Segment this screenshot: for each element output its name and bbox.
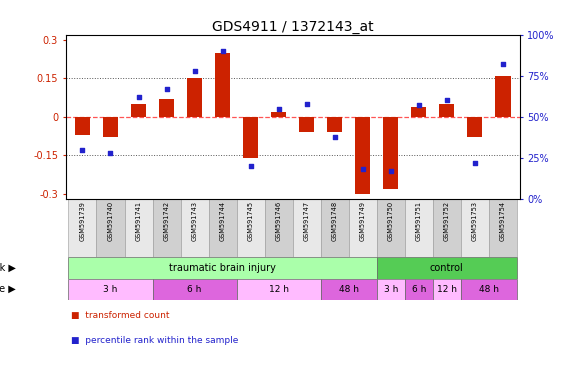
Text: time ▶: time ▶ bbox=[0, 284, 16, 294]
Point bbox=[190, 68, 199, 74]
Text: 48 h: 48 h bbox=[479, 285, 499, 293]
Point bbox=[106, 150, 115, 156]
Bar bbox=[208, 199, 236, 258]
Bar bbox=[187, 78, 202, 117]
Point bbox=[498, 61, 508, 67]
Text: 6 h: 6 h bbox=[412, 285, 426, 293]
Point bbox=[470, 160, 479, 166]
Bar bbox=[461, 199, 489, 258]
Text: GSM591743: GSM591743 bbox=[191, 201, 198, 242]
Bar bbox=[69, 199, 96, 258]
Text: GSM591752: GSM591752 bbox=[444, 201, 450, 242]
Bar bbox=[467, 117, 482, 137]
Bar bbox=[152, 278, 236, 300]
Text: ■  percentile rank within the sample: ■ percentile rank within the sample bbox=[71, 336, 239, 345]
Bar bbox=[327, 117, 343, 132]
Bar bbox=[411, 106, 427, 117]
Bar bbox=[377, 199, 405, 258]
Bar bbox=[377, 258, 517, 278]
Text: 3 h: 3 h bbox=[103, 285, 118, 293]
Bar bbox=[321, 199, 349, 258]
Text: GSM591742: GSM591742 bbox=[163, 201, 170, 242]
Point bbox=[302, 101, 311, 107]
Point bbox=[442, 97, 451, 103]
Text: GSM591748: GSM591748 bbox=[332, 201, 337, 242]
Text: GSM591744: GSM591744 bbox=[220, 201, 226, 242]
Bar bbox=[355, 117, 371, 194]
Bar bbox=[495, 76, 510, 117]
Bar bbox=[439, 104, 455, 117]
Bar bbox=[489, 199, 517, 258]
Bar bbox=[461, 278, 517, 300]
Bar bbox=[405, 278, 433, 300]
Bar bbox=[124, 199, 152, 258]
Text: 3 h: 3 h bbox=[384, 285, 398, 293]
Text: shock ▶: shock ▶ bbox=[0, 263, 16, 273]
Text: GSM591740: GSM591740 bbox=[107, 201, 114, 242]
Bar bbox=[69, 258, 377, 278]
Bar bbox=[69, 278, 152, 300]
Bar bbox=[349, 199, 377, 258]
Bar bbox=[383, 117, 399, 189]
Bar bbox=[103, 117, 118, 137]
Bar bbox=[299, 117, 315, 132]
Text: GSM591749: GSM591749 bbox=[360, 201, 365, 242]
Point bbox=[134, 94, 143, 100]
Text: 12 h: 12 h bbox=[268, 285, 288, 293]
Point bbox=[414, 102, 423, 108]
Bar bbox=[152, 199, 180, 258]
Text: GSM591739: GSM591739 bbox=[79, 201, 86, 241]
Bar bbox=[96, 199, 124, 258]
Text: GSM591750: GSM591750 bbox=[388, 201, 394, 242]
Text: ■  transformed count: ■ transformed count bbox=[71, 311, 170, 320]
Bar bbox=[159, 99, 174, 117]
Text: GSM591747: GSM591747 bbox=[304, 201, 309, 242]
Point bbox=[162, 86, 171, 92]
Bar bbox=[75, 117, 90, 135]
Text: 12 h: 12 h bbox=[437, 285, 457, 293]
Bar bbox=[271, 112, 286, 117]
Bar bbox=[264, 199, 293, 258]
Text: GSM591746: GSM591746 bbox=[276, 201, 282, 242]
Bar bbox=[236, 278, 321, 300]
Text: 6 h: 6 h bbox=[187, 285, 202, 293]
Bar bbox=[433, 278, 461, 300]
Bar bbox=[215, 53, 230, 117]
Text: GSM591751: GSM591751 bbox=[416, 201, 422, 242]
Point bbox=[218, 48, 227, 54]
Text: GSM591754: GSM591754 bbox=[500, 201, 506, 242]
Point bbox=[330, 134, 339, 140]
Title: GDS4911 / 1372143_at: GDS4911 / 1372143_at bbox=[212, 20, 373, 33]
Bar bbox=[293, 199, 321, 258]
Text: GSM591741: GSM591741 bbox=[135, 201, 142, 242]
Text: traumatic brain injury: traumatic brain injury bbox=[169, 263, 276, 273]
Bar bbox=[131, 104, 146, 117]
Text: GSM591753: GSM591753 bbox=[472, 201, 478, 242]
Bar bbox=[433, 199, 461, 258]
Text: GSM591745: GSM591745 bbox=[248, 201, 254, 242]
Point bbox=[78, 147, 87, 153]
Bar bbox=[236, 199, 264, 258]
Point bbox=[358, 166, 367, 172]
Point bbox=[274, 106, 283, 112]
Bar bbox=[243, 117, 258, 158]
Text: 48 h: 48 h bbox=[339, 285, 359, 293]
Bar bbox=[180, 199, 208, 258]
Bar bbox=[377, 278, 405, 300]
Point bbox=[386, 168, 395, 174]
Text: control: control bbox=[430, 263, 464, 273]
Bar bbox=[405, 199, 433, 258]
Bar bbox=[321, 278, 377, 300]
Point bbox=[246, 163, 255, 169]
